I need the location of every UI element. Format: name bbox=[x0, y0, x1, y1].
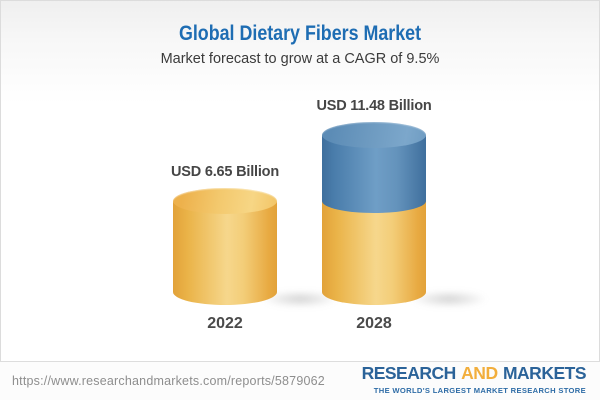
bar-2028-growth-segment bbox=[322, 134, 426, 213]
logo-wordmark: RESEARCH AND MARKETS bbox=[361, 363, 587, 383]
logo-word-markets: MARKETS bbox=[502, 363, 587, 383]
researchandmarkets-logo: RESEARCH AND MARKETS THE WORLD'S LARGEST… bbox=[361, 363, 587, 395]
footer: https://www.researchandmarkets.com/repor… bbox=[0, 362, 600, 400]
report-url: https://www.researchandmarkets.com/repor… bbox=[12, 374, 325, 388]
chart-title: Global Dietary Fibers Market bbox=[178, 22, 422, 45]
chart-subtitle: Market forecast to grow at a CAGR of 9.5… bbox=[160, 51, 440, 67]
bar-2022-category-label: 2022 bbox=[207, 315, 243, 332]
bar-2022-cylinder bbox=[173, 200, 277, 305]
bar-2028-value-label: USD 11.48 Billion bbox=[316, 97, 432, 114]
logo-tagline: THE WORLD'S LARGEST MARKET RESEARCH STOR… bbox=[373, 385, 586, 395]
bar-2022-cylinder-cap bbox=[173, 187, 277, 214]
logo-word-research: RESEARCH bbox=[361, 363, 457, 383]
bar-2028-base-segment bbox=[322, 200, 426, 305]
bar-2028-category-label: 2028 bbox=[356, 315, 392, 332]
bar-2022-value-label: USD 6.65 Billion bbox=[171, 163, 279, 180]
logo-word-and: AND bbox=[461, 363, 498, 383]
footer-divider bbox=[0, 361, 600, 362]
bar-2028-cylinder-cap bbox=[322, 121, 426, 148]
